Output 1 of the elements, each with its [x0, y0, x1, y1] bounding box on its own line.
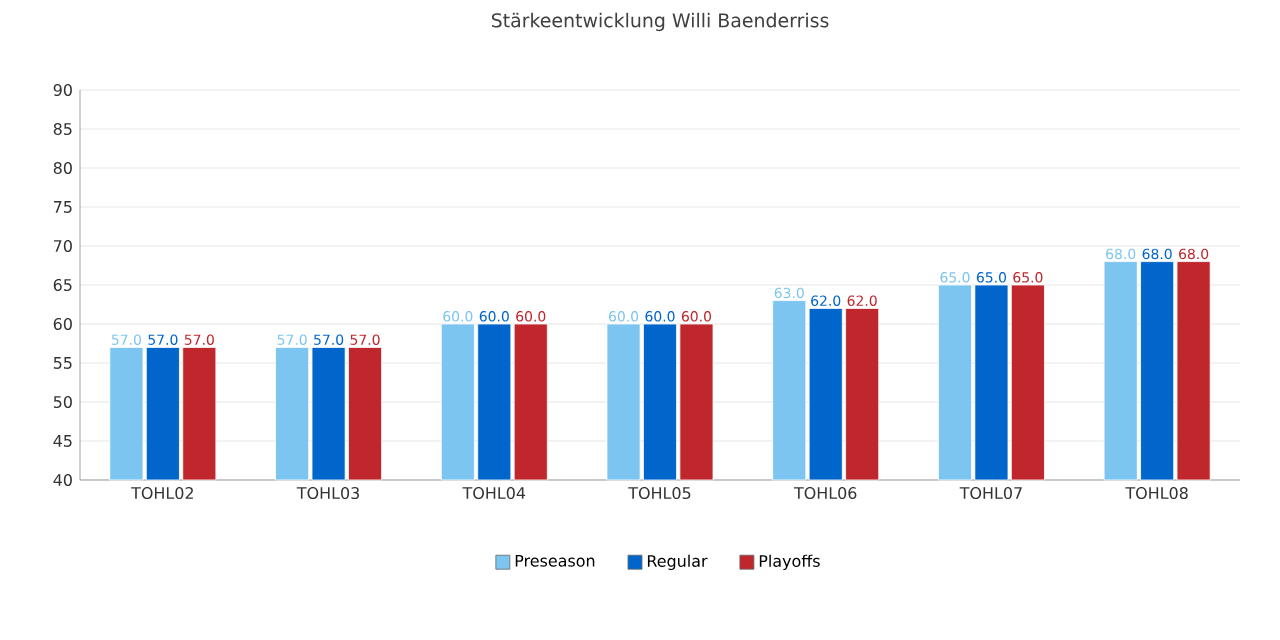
chart-title: Stärkeentwicklung Willi Baenderriss — [491, 12, 829, 32]
